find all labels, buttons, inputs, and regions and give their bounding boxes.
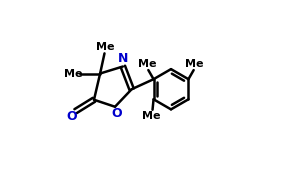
Text: O: O <box>66 110 76 123</box>
Text: N: N <box>118 52 128 65</box>
Text: Me: Me <box>64 69 83 79</box>
Text: Me: Me <box>96 42 115 52</box>
Text: O: O <box>111 107 122 120</box>
Text: Me: Me <box>185 60 204 69</box>
Text: Me: Me <box>138 60 157 69</box>
Text: Me: Me <box>142 111 160 121</box>
